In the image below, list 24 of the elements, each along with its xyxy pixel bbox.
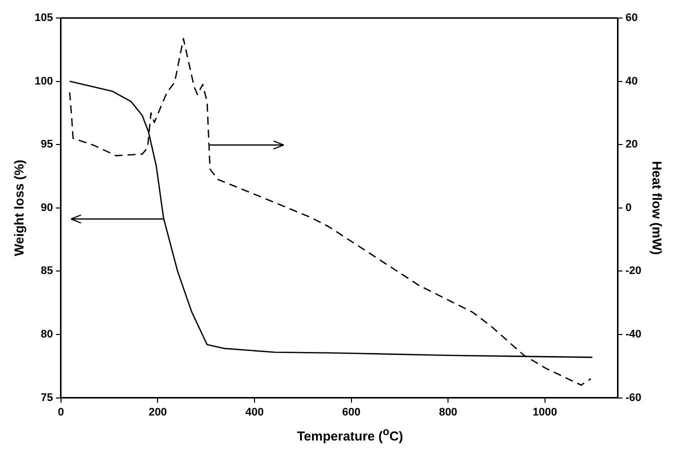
x-tick-label: 600 — [342, 406, 361, 418]
y-tick-label: 95 — [40, 138, 53, 151]
y2-tick-label: -60 — [626, 392, 642, 404]
x-tick-label: 400 — [245, 406, 264, 418]
y-tick-label: 105 — [34, 12, 53, 24]
x-tick-label: 800 — [438, 406, 458, 418]
y-tick-label: 80 — [40, 328, 53, 341]
y2-tick-label: 60 — [626, 12, 638, 24]
y-axis-title: Weight loss (%) — [11, 160, 26, 256]
line-series — [69, 38, 592, 386]
y2-axis-title: Heat flow (mW) — [650, 160, 665, 255]
y-tick-label: 100 — [34, 75, 53, 88]
x-tick-label: 1000 — [532, 406, 558, 418]
x-tick-label: 200 — [148, 406, 167, 418]
y2-tick-label: 0 — [626, 202, 632, 214]
y2-tick-label: -40 — [626, 328, 642, 341]
y2-tick-label: -20 — [626, 265, 642, 278]
y2-tick-label: 40 — [626, 75, 638, 88]
y-tick-label: 75 — [40, 392, 53, 404]
x-axis-title: Temperature ($^{o}$C) — [296, 426, 404, 444]
y-tick-label: 85 — [40, 265, 53, 278]
x-tick-label: 0 — [58, 406, 64, 418]
y2-tick-label: 20 — [626, 138, 638, 151]
y-tick-label: 90 — [40, 202, 53, 214]
